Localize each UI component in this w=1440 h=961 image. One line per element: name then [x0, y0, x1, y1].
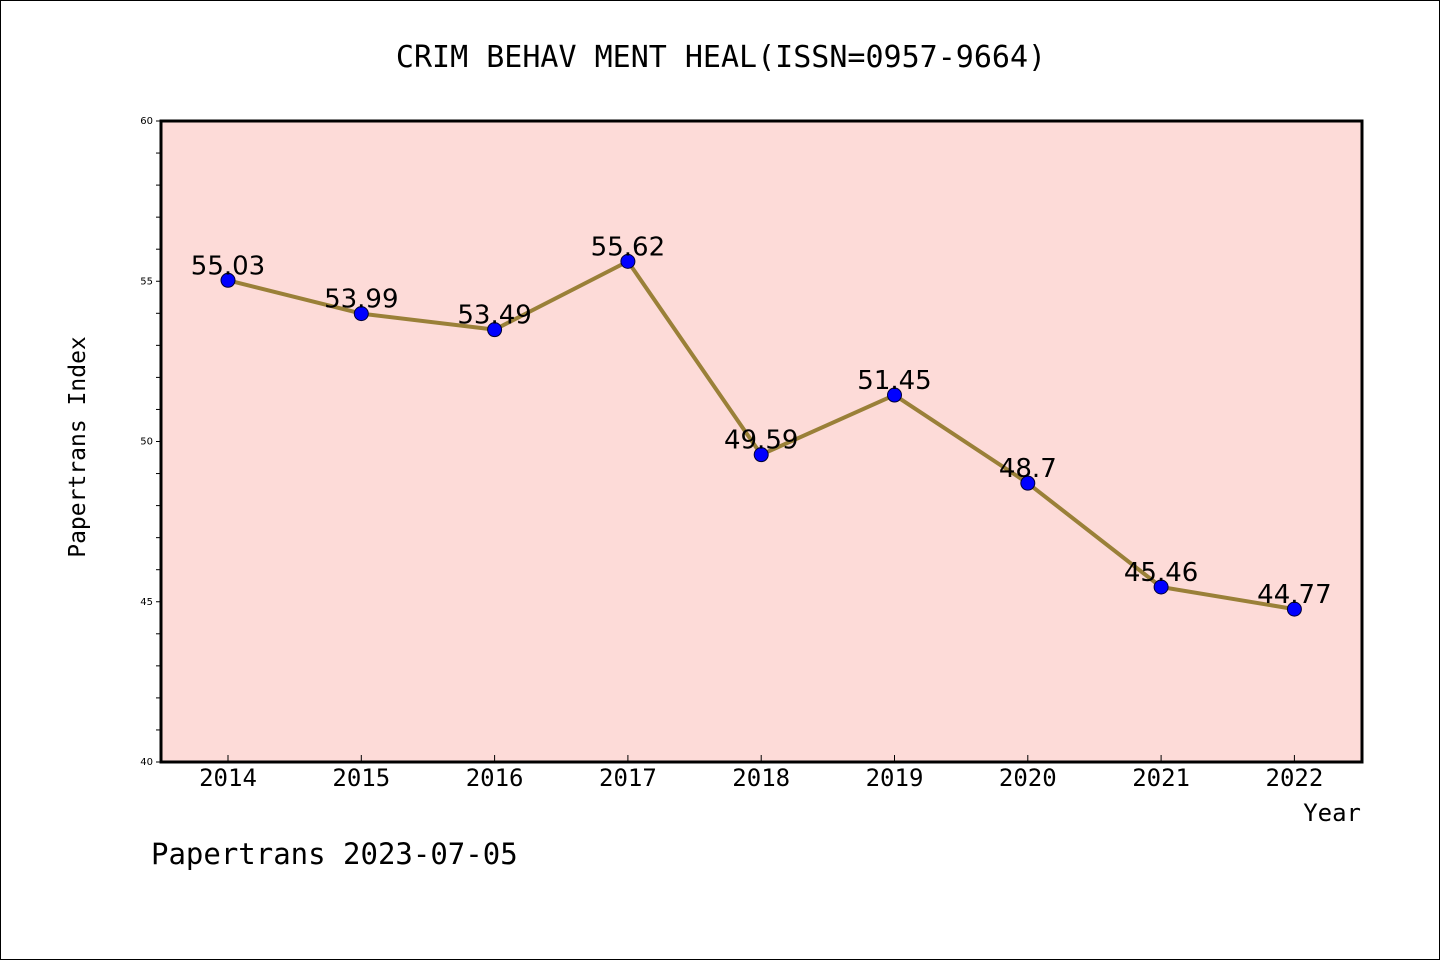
plot-area: [159, 119, 1364, 764]
data-label: 44.77: [1257, 580, 1331, 610]
x-tick-label: 2020: [999, 764, 1057, 792]
data-label: 55.03: [191, 251, 265, 281]
data-point: [1020, 475, 1036, 491]
x-tick-label: 2018: [732, 764, 790, 792]
series-line: [220, 253, 1302, 617]
data-point: [1153, 579, 1169, 595]
data-point: [753, 447, 769, 463]
data-label: 48.7: [999, 454, 1057, 484]
x-tick-label: 2019: [866, 764, 924, 792]
x-axis-label: Year: [1303, 799, 1361, 827]
y-axis: 40 45 50 55 60: [140, 116, 161, 768]
data-label: 51.45: [857, 366, 931, 396]
data-point: [620, 253, 636, 269]
x-tick-label: 2022: [1266, 764, 1324, 792]
data-label: 45.46: [1124, 558, 1198, 588]
data-point: [353, 306, 369, 322]
x-axis: 2014 2015 2016 2017 2018 2019 2020 2021 2022: [199, 755, 1323, 792]
y-axis-label: Papertrans Index: [65, 336, 91, 558]
y-tick-label: 45: [140, 597, 153, 608]
y-tick-label: 40: [140, 757, 153, 768]
data-point: [487, 322, 503, 338]
y-tick-label: 50: [140, 437, 153, 448]
x-tick-label: 2014: [199, 764, 257, 792]
data-point: [220, 272, 236, 288]
footer-text: Papertrans 2023-07-05: [151, 837, 518, 871]
chart-title: CRIM BEHAV MENT HEAL(ISSN=0957-9664): [396, 40, 1046, 75]
data-labels: 55.03 53.99 53.49 55.62 49.59 51.45 48.7 45.46 4…: [191, 232, 1332, 610]
x-tick-label: 2017: [599, 764, 657, 792]
data-point: [887, 387, 902, 403]
data-label: 55.62: [591, 232, 665, 262]
data-point: [1286, 601, 1302, 617]
data-label: 53.99: [324, 285, 398, 315]
data-label: 53.49: [457, 301, 531, 331]
x-tick-label: 2021: [1132, 764, 1190, 792]
x-tick-label: 2016: [466, 764, 524, 792]
y-tick-label: 55: [140, 276, 153, 287]
x-tick-label: 2015: [332, 764, 390, 792]
data-label: 49.59: [724, 426, 798, 456]
y-tick-label: 60: [140, 116, 153, 127]
